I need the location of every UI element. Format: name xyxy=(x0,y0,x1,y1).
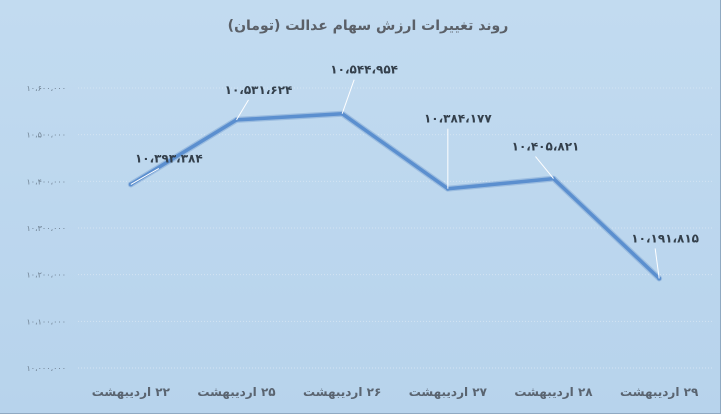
y-tick-label: ۱۰،۳۰۰،۰۰۰ xyxy=(26,224,66,233)
series-line-glow xyxy=(127,110,663,282)
y-axis-tick-labels: ۱۰،۰۰۰،۰۰۰ ۱۰،۱۰۰،۰۰۰ ۱۰،۲۰۰،۰۰۰ ۱۰،۳۰۰،۰۰۰… xyxy=(26,84,66,373)
series-line xyxy=(129,111,661,281)
data-label-leader xyxy=(341,79,355,114)
x-category-label: ۲۷ اردیبهشت xyxy=(409,385,488,399)
data-label: ۱۰،۴۰۵،۸۲۱ xyxy=(512,140,580,154)
data-label-leader xyxy=(654,248,660,279)
data-label-leader xyxy=(535,156,554,179)
data-label: ۱۰،۵۴۴،۹۵۴ xyxy=(330,63,398,77)
data-label: ۱۰،۳۸۴،۱۷۷ xyxy=(424,112,492,126)
y-tick-label: ۱۰،۱۰۰،۰۰۰ xyxy=(26,317,66,326)
data-label-leader xyxy=(236,99,249,121)
x-axis-category-labels: ۲۲ اردیبهشت ۲۵ اردیبهشت ۲۶ اردیبهشت ۲۷ اردی… xyxy=(92,385,699,399)
series-line-group xyxy=(127,110,663,282)
y-tick-label: ۱۰،۴۰۰،۰۰۰ xyxy=(26,177,66,186)
x-category-label: ۲۵ اردیبهشت xyxy=(197,385,275,399)
y-tick-label: ۱۰،۲۰۰،۰۰۰ xyxy=(26,271,66,280)
y-tick-label: ۱۰،۰۰۰،۰۰۰ xyxy=(26,364,66,373)
y-tick-label: ۱۰،۶۰۰،۰۰۰ xyxy=(26,84,66,93)
data-label-group: ۱۰،۳۹۳،۳۸۴ ۱۰،۵۳۱،۶۲۴ ۱۰،۵۴۴،۹۵۴ ۱۰،۳۸۴،۱۷۷… xyxy=(130,63,699,279)
gridlines xyxy=(78,87,712,369)
data-label: ۱۰،۳۹۳،۳۸۴ xyxy=(135,151,203,165)
data-label: ۱۰،۵۳۱،۶۲۴ xyxy=(225,83,293,97)
x-category-label: ۲۹ اردیبهشت xyxy=(620,385,699,399)
x-category-label: ۲۶ اردیبهشت xyxy=(303,385,381,399)
y-tick-label: ۱۰،۵۰۰،۰۰۰ xyxy=(26,131,66,140)
x-category-label: ۲۲ اردیبهشت xyxy=(92,385,171,399)
data-label-leader xyxy=(130,167,160,185)
chart-title: روند تغییرات ارزش سهام عدالت (تومان) xyxy=(228,18,509,34)
data-label: ۱۰،۱۹۱،۸۱۵ xyxy=(631,231,699,245)
x-category-label: ۲۸ اردیبهشت xyxy=(514,385,593,399)
